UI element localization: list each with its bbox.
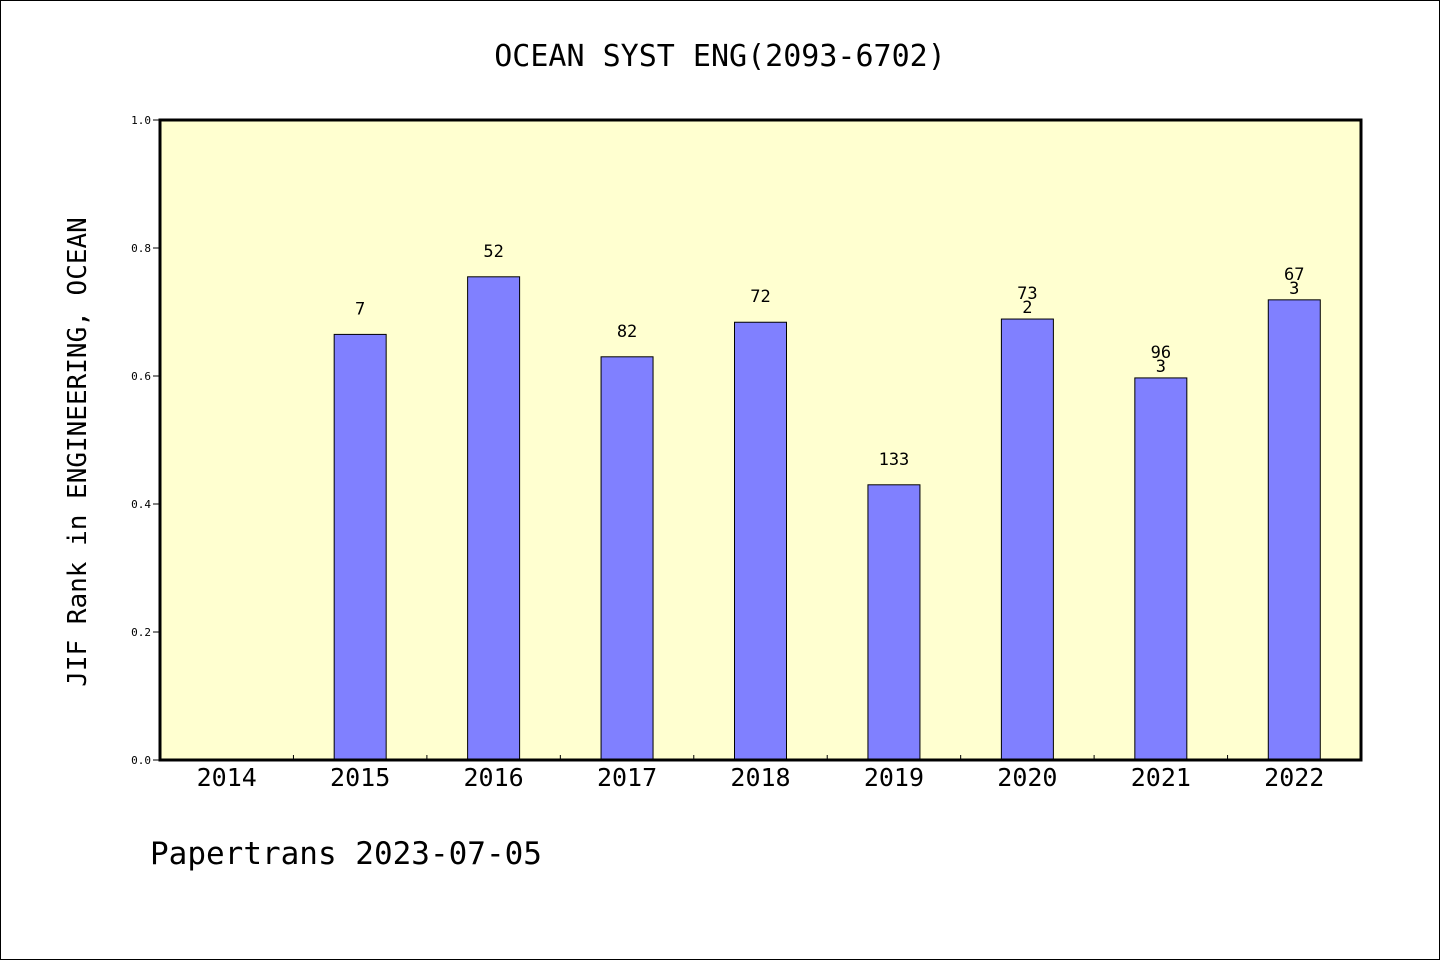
x-tick-label: 2015 bbox=[330, 763, 390, 792]
plot-border bbox=[158, 118, 1363, 762]
x-tick-label: 2017 bbox=[597, 763, 657, 792]
y-tick-label: 0.6 bbox=[131, 370, 151, 383]
data-label-2020: 73 2 bbox=[1017, 284, 1037, 318]
bars bbox=[333, 276, 1321, 761]
y-tick-label: 1.0 bbox=[131, 114, 151, 127]
footer-text: Papertrans 2023-07-05 bbox=[150, 836, 542, 872]
x-tick-label: 2016 bbox=[464, 763, 524, 792]
y-axis: 0.0 0.2 0.4 0.6 0.8 1.0 bbox=[131, 114, 160, 767]
x-tick-label: 2021 bbox=[1131, 763, 1191, 792]
bar-2017 bbox=[600, 356, 654, 761]
data-label-2015: 7 bbox=[355, 299, 365, 319]
data-label-2016: 52 bbox=[483, 242, 503, 262]
bar-2022 bbox=[1267, 299, 1321, 761]
y-tick-label: 0.2 bbox=[131, 626, 151, 639]
x-tick-label: 2022 bbox=[1264, 763, 1324, 792]
y-tick-label: 0.0 bbox=[131, 754, 151, 767]
y-axis-label: JIF Rank in ENGINEERING, OCEAN bbox=[63, 217, 93, 687]
y-tick-label: 0.4 bbox=[131, 498, 151, 511]
chart-title: OCEAN SYST ENG(2093-6702) bbox=[494, 39, 946, 74]
bar-2018 bbox=[734, 321, 787, 761]
data-label-2018: 72 bbox=[750, 287, 770, 307]
x-tick-label: 2020 bbox=[997, 763, 1057, 792]
x-axis: 2014 2015 2016 2017 2018 2019 2020 2021 2022 bbox=[197, 755, 1324, 792]
bar-2016 bbox=[467, 276, 521, 761]
data-label-2017: 82 bbox=[617, 322, 637, 342]
data-labels: 7 52 82 72 133 73 2 96 3 67 3 bbox=[355, 242, 1304, 470]
data-label-2022: 67 3 bbox=[1284, 265, 1304, 299]
y-tick-label: 0.8 bbox=[131, 242, 151, 255]
bar-2021 bbox=[1134, 377, 1188, 761]
data-label-2021: 96 3 bbox=[1151, 343, 1171, 377]
bar-2019 bbox=[867, 484, 921, 761]
bar-2020 bbox=[1000, 318, 1054, 761]
x-tick-label: 2018 bbox=[730, 763, 790, 792]
data-label-2019: 133 bbox=[879, 450, 910, 470]
x-tick-label: 2014 bbox=[197, 763, 257, 792]
x-tick-label: 2019 bbox=[864, 763, 924, 792]
bar-2015 bbox=[333, 333, 387, 761]
